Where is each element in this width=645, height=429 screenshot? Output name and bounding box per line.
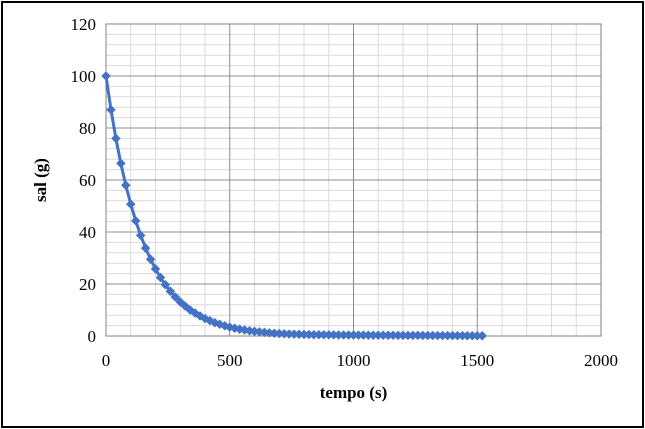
y-tick-label: 0 <box>88 327 97 346</box>
data-point <box>165 286 176 297</box>
x-axis-title: tempo (s) <box>320 383 388 402</box>
y-tick-label: 100 <box>71 67 97 86</box>
x-tick-label: 1000 <box>337 351 371 370</box>
data-point <box>170 292 181 302</box>
y-axis-title: sal (g) <box>31 158 50 202</box>
series-line <box>104 75 483 338</box>
x-tick-label: 1500 <box>460 351 494 370</box>
data-point <box>106 104 116 115</box>
series-layer <box>101 71 488 341</box>
x-axis-tick-labels: 0 500 1000 1500 2000 <box>102 351 618 370</box>
x-tick-label: 2000 <box>584 351 618 370</box>
y-tick-label: 60 <box>79 171 96 190</box>
data-point <box>140 243 151 253</box>
y-axis-tick-labels: 0 20 40 60 80 100 120 <box>71 15 97 346</box>
y-tick-label: 120 <box>71 15 97 34</box>
major-gridlines <box>106 24 601 336</box>
x-tick-label: 0 <box>102 351 111 370</box>
data-point <box>135 230 146 241</box>
data-point <box>101 71 111 81</box>
data-point <box>160 279 171 290</box>
data-point <box>477 330 488 341</box>
data-point <box>125 199 136 210</box>
y-tick-label: 20 <box>79 275 96 294</box>
data-point <box>155 272 166 283</box>
y-tick-label: 80 <box>79 119 96 138</box>
data-point <box>111 133 121 144</box>
data-point <box>115 158 126 169</box>
data-point <box>130 215 141 226</box>
data-point <box>150 264 161 274</box>
y-tick-label: 40 <box>79 223 96 242</box>
data-point <box>145 254 156 265</box>
x-tick-label: 500 <box>217 351 243 370</box>
data-point <box>120 180 131 191</box>
